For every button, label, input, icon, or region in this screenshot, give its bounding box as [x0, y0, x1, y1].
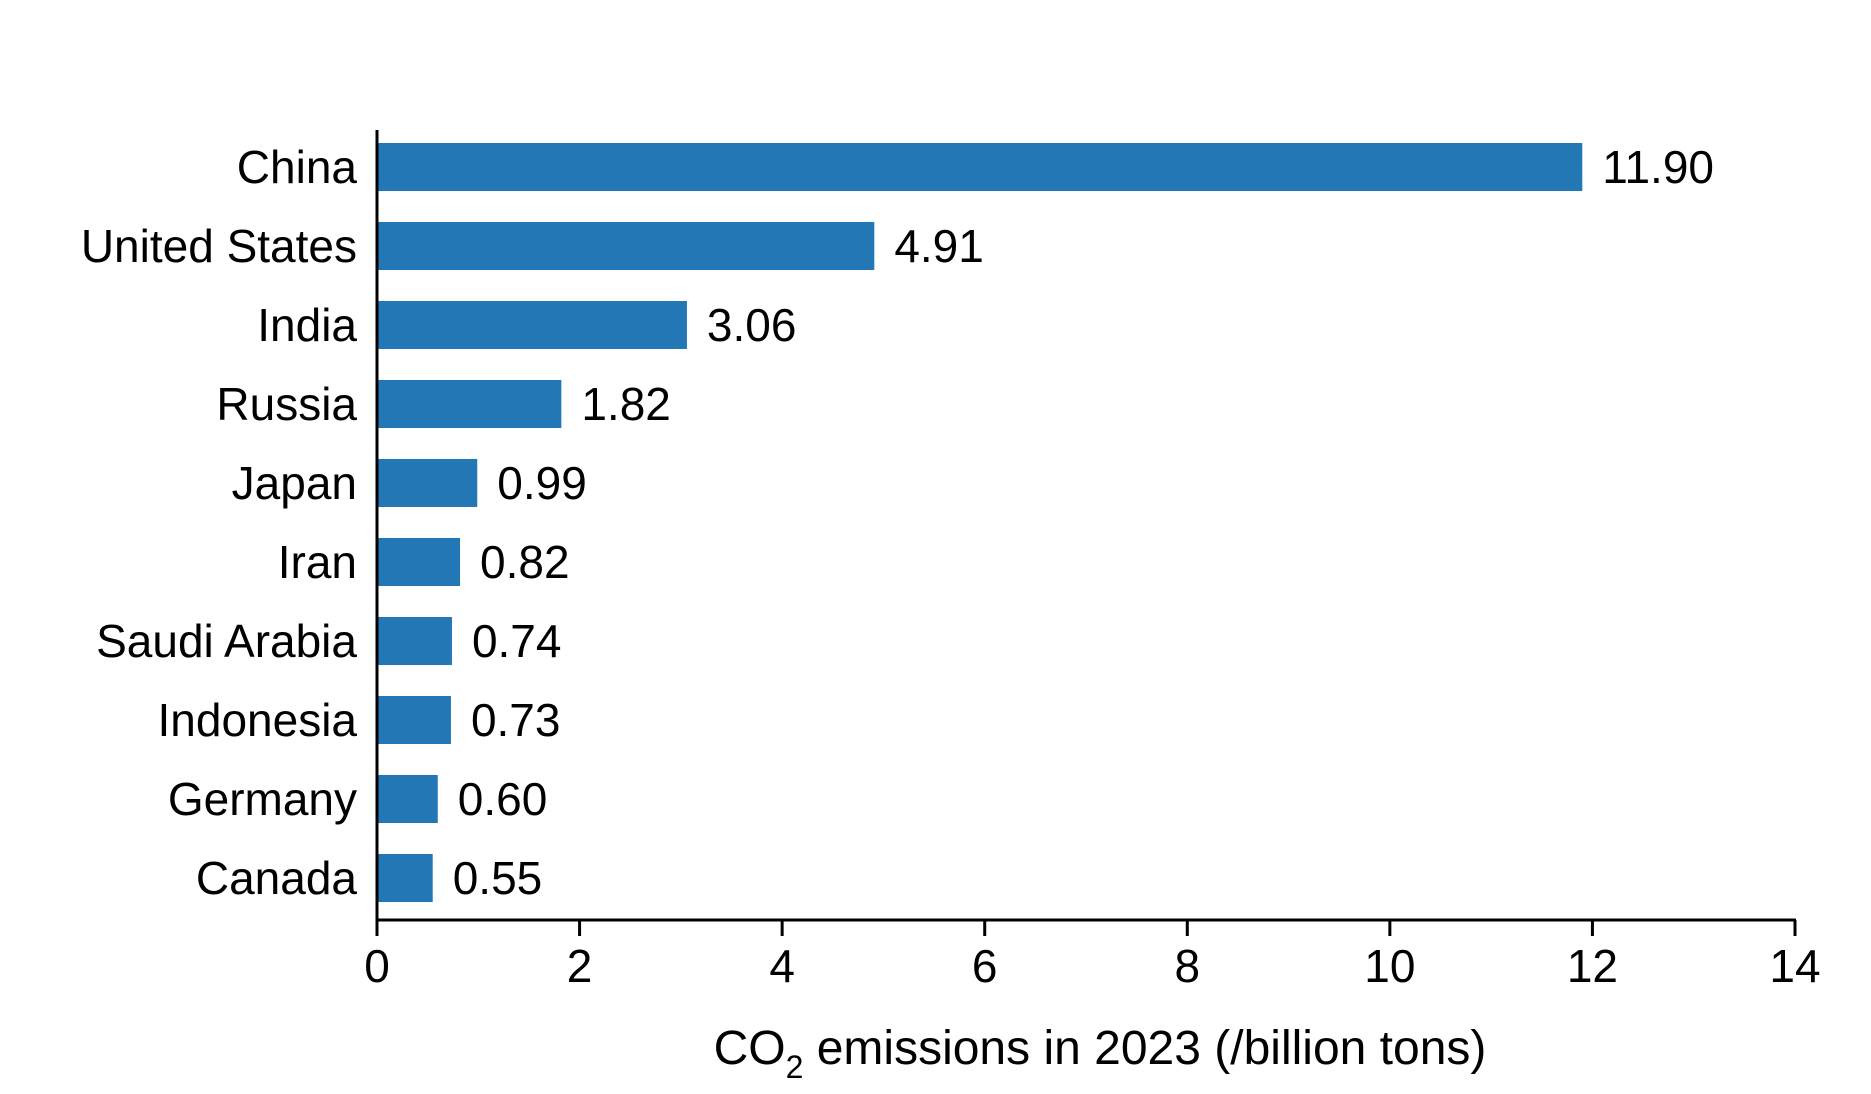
value-label: 0.55: [453, 852, 543, 904]
bar-india: [377, 301, 687, 349]
x-tick-label: 4: [769, 940, 795, 992]
value-label: 0.60: [458, 773, 548, 825]
category-label: Canada: [196, 852, 358, 904]
x-tick-label: 2: [567, 940, 593, 992]
bar-saudi-arabia: [377, 617, 452, 665]
category-label: Japan: [232, 457, 357, 509]
x-tick-label: 14: [1769, 940, 1820, 992]
bar-iran: [377, 538, 461, 586]
x-tick-label: 6: [972, 940, 998, 992]
x-tick-label: 8: [1174, 940, 1200, 992]
value-label: 3.06: [707, 299, 797, 351]
value-label: 0.74: [472, 615, 562, 667]
category-label: Saudi Arabia: [96, 615, 357, 667]
x-ticks-group: 0 2 4 6 8 10 12 14: [364, 920, 1821, 992]
value-label: 0.99: [497, 457, 587, 509]
bar-china: [377, 143, 1583, 191]
bar-japan: [377, 459, 478, 507]
x-axis-title-subscript: 2: [786, 1049, 804, 1085]
value-labels-group: 11.90 4.91 3.06 1.82 0.99 0.82 0.74 0.73 0.60 0.5…: [453, 141, 1714, 904]
category-label: Indonesia: [158, 694, 358, 746]
value-label: 4.91: [894, 220, 984, 272]
bar-germany: [377, 775, 438, 823]
category-label: India: [257, 299, 357, 351]
category-label: Iran: [278, 536, 357, 588]
x-tick-label: 12: [1567, 940, 1618, 992]
category-labels-group: China United States India Russia Japan Iran Sa…: [81, 141, 358, 904]
value-label: 0.82: [480, 536, 570, 588]
category-label: Germany: [168, 773, 357, 825]
x-axis-title-prefix: CO: [714, 1022, 786, 1075]
bars-group: [377, 143, 1583, 902]
category-label: United States: [81, 220, 357, 272]
value-label: 1.82: [581, 378, 671, 430]
bar-indonesia: [377, 696, 451, 744]
x-tick-label: 10: [1364, 940, 1415, 992]
bar-russia: [377, 380, 562, 428]
category-label: China: [237, 141, 358, 193]
bar-canada: [377, 854, 433, 902]
bar-united-states: [377, 222, 875, 270]
value-label: 0.73: [471, 694, 561, 746]
x-axis-title-suffix: emissions in 2023 (/billion tons): [803, 1022, 1486, 1075]
value-label: 11.90: [1602, 141, 1714, 193]
x-axis-title: CO2 emissions in 2023 (/billion tons): [714, 1022, 1487, 1085]
category-label: Russia: [216, 378, 357, 430]
x-tick-label: 0: [364, 940, 390, 992]
